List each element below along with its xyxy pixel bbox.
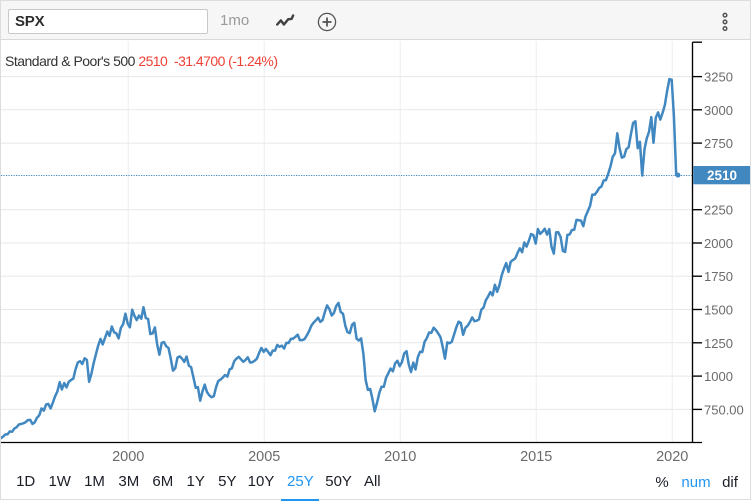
svg-text:2005: 2005 — [248, 449, 280, 465]
svg-text:2015: 2015 — [520, 449, 552, 465]
svg-text:1000: 1000 — [704, 369, 733, 384]
svg-text:1250: 1250 — [704, 336, 733, 351]
svg-text:1750: 1750 — [704, 269, 733, 284]
svg-text:2750: 2750 — [704, 136, 733, 151]
svg-text:2020: 2020 — [656, 449, 688, 465]
svg-text:3000: 3000 — [704, 103, 733, 118]
svg-text:2000: 2000 — [704, 236, 733, 251]
svg-text:2010: 2010 — [384, 449, 416, 465]
svg-text:2510: 2510 — [707, 168, 737, 183]
svg-text:2000: 2000 — [112, 449, 144, 465]
svg-text:2250: 2250 — [704, 203, 733, 218]
svg-text:750.00: 750.00 — [704, 402, 744, 417]
svg-text:3250: 3250 — [704, 70, 733, 85]
svg-text:1500: 1500 — [704, 303, 733, 318]
